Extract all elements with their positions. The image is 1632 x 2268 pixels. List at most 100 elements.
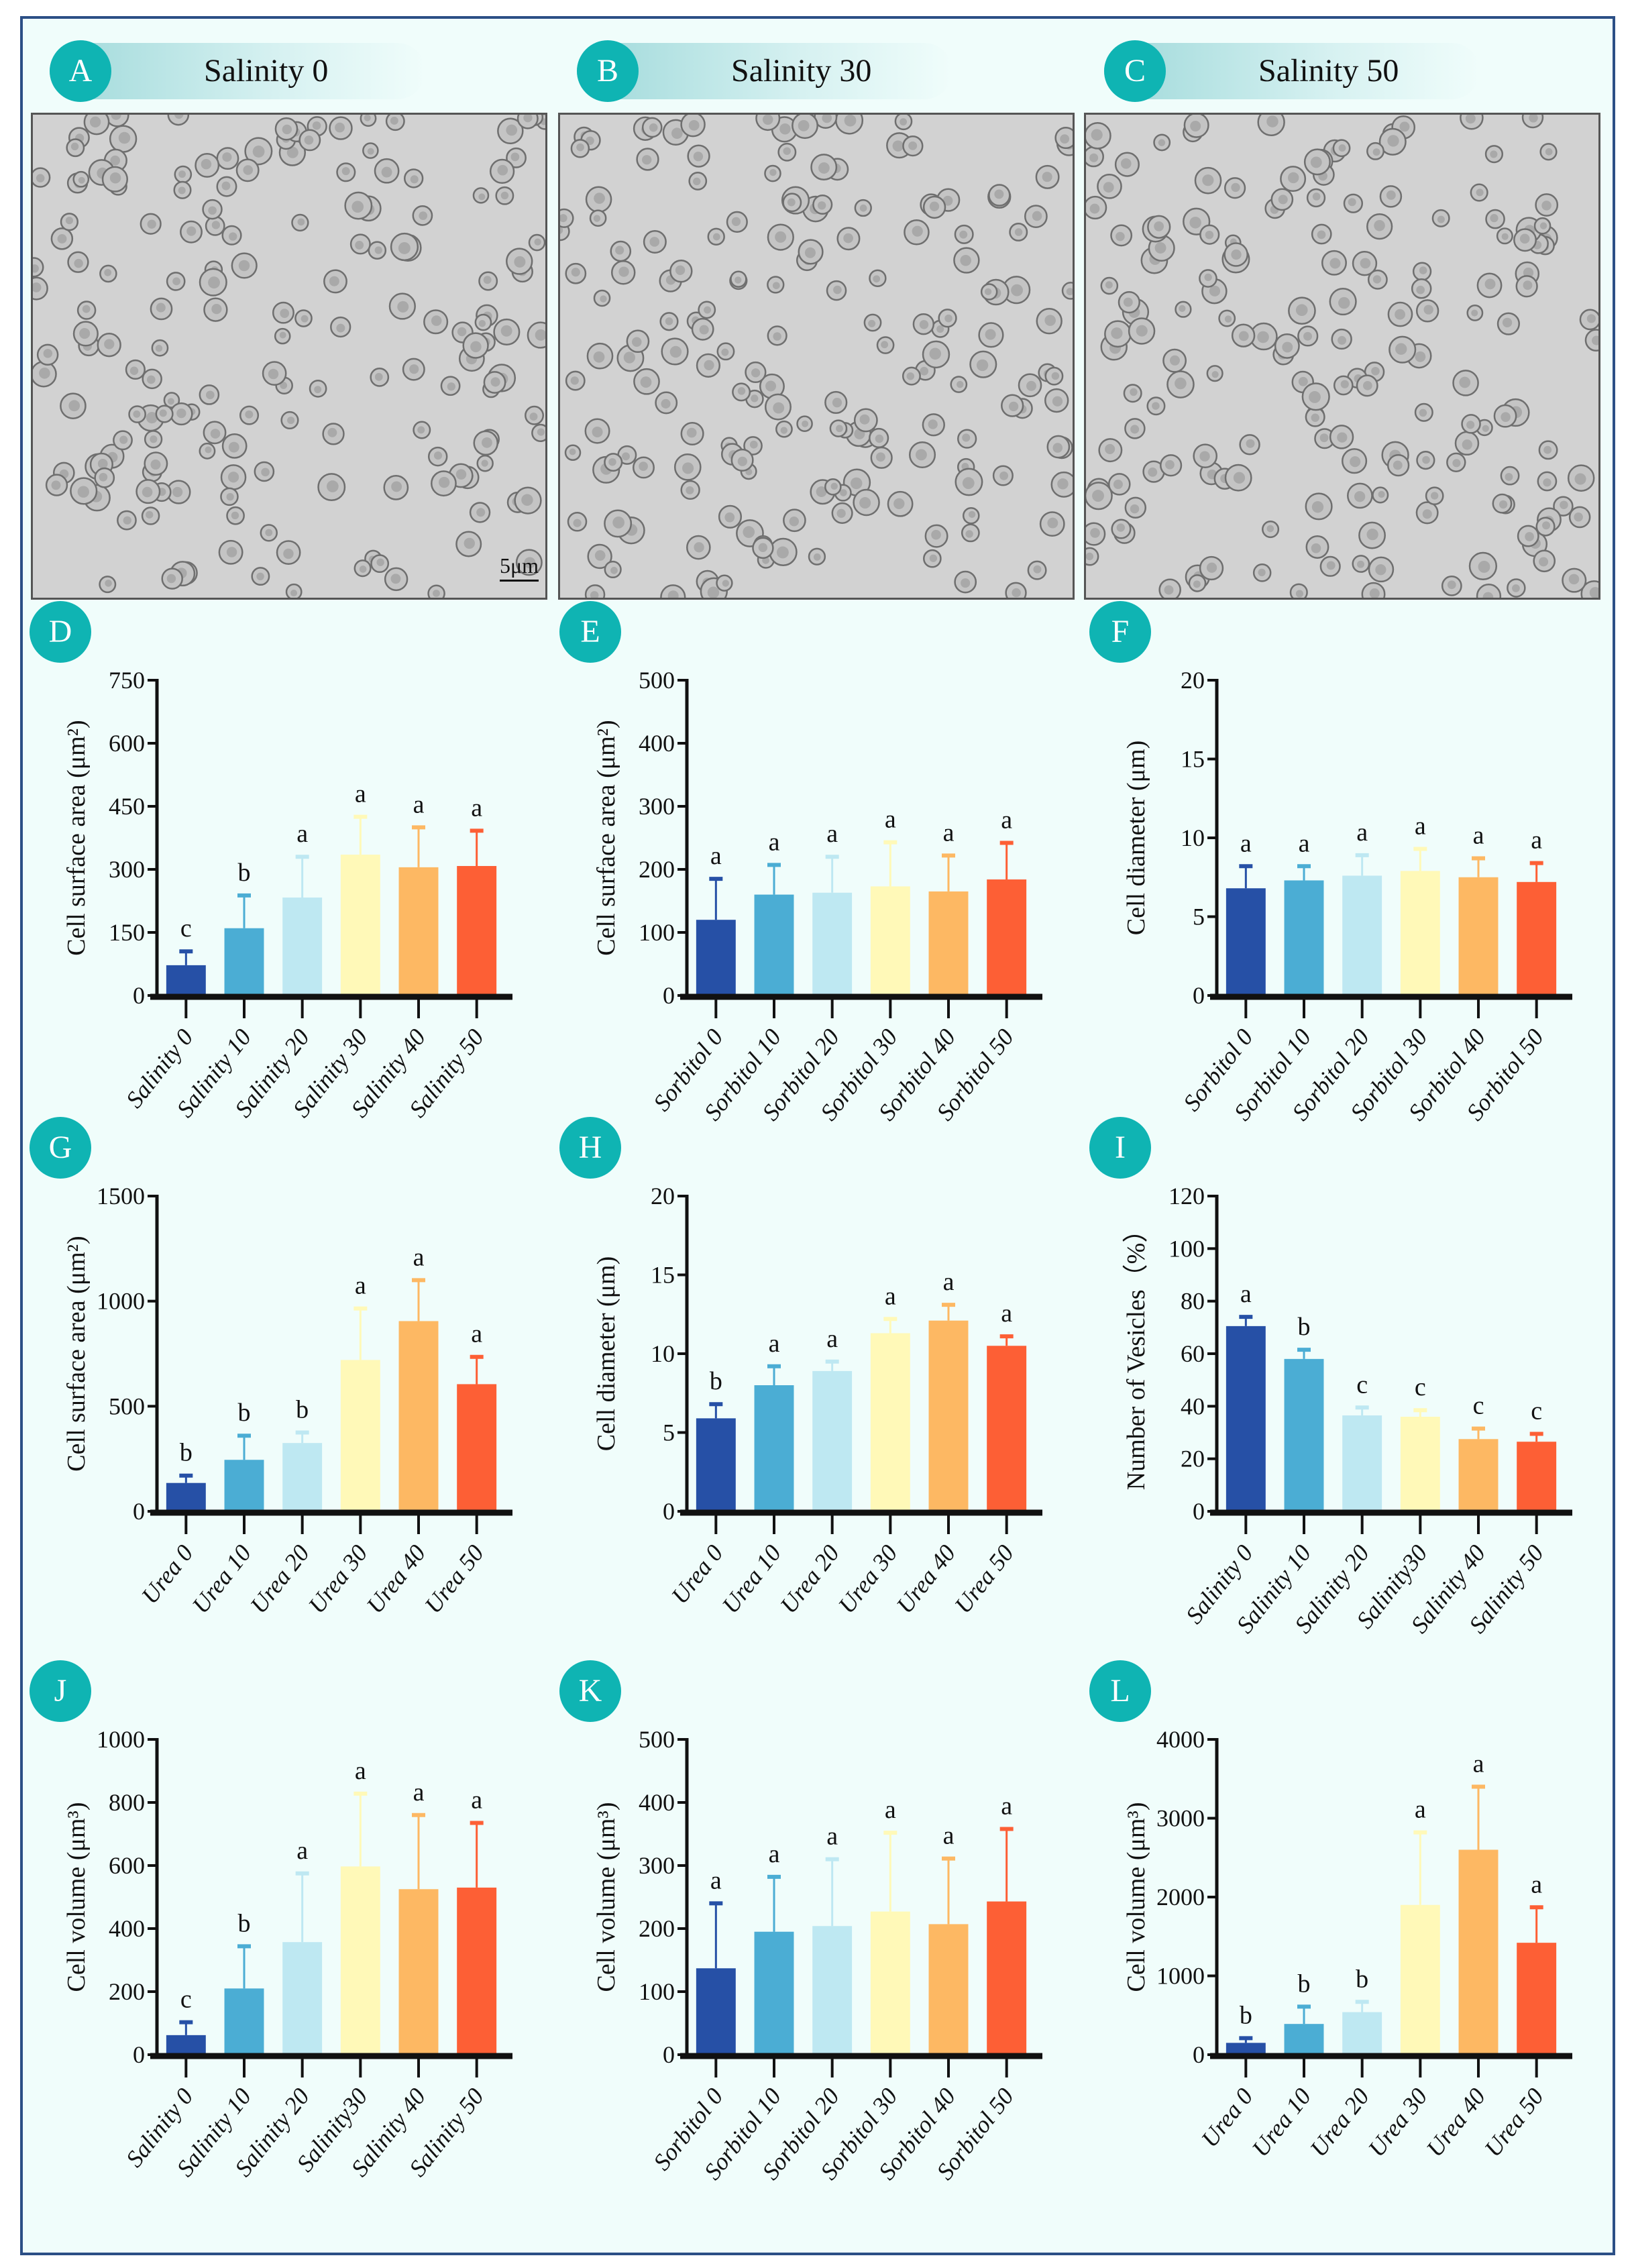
y-tick-label: 500 [639, 667, 675, 694]
significance-letter: a [355, 1757, 366, 1785]
cell-nucleus [769, 168, 777, 176]
cell-nucleus [876, 452, 885, 462]
cell-nucleus [1419, 266, 1427, 274]
y-tick-label: 40 [1181, 1393, 1205, 1419]
cell-nucleus [570, 376, 579, 385]
significance-letter: a [1240, 1280, 1252, 1308]
cell-nucleus [1519, 233, 1530, 244]
cell-nucleus [364, 115, 371, 121]
y-tick-label: 60 [1181, 1340, 1205, 1367]
y-axis-label: Cell surface area (μm²) [62, 1236, 91, 1471]
cell-nucleus [704, 306, 712, 314]
cell-nucleus [490, 377, 500, 387]
cell-nucleus [208, 206, 217, 215]
significance-letter: a [885, 806, 896, 834]
cell-nucleus [1422, 509, 1432, 519]
cell-nucleus [227, 472, 239, 483]
cell-nucleus [1103, 182, 1114, 193]
cell-nucleus [1369, 588, 1380, 598]
cell-nucleus [1366, 529, 1378, 541]
cell-nucleus [301, 315, 309, 323]
cell-nucleus [521, 494, 533, 506]
cell-nucleus [608, 457, 616, 466]
significance-letter: b [238, 859, 251, 887]
cell-nucleus [104, 339, 115, 349]
significance-letter: b [710, 1367, 722, 1395]
cell-nucleus [367, 148, 374, 155]
bar [1517, 881, 1557, 995]
cell-nucleus [146, 412, 158, 424]
cell-nucleus [661, 398, 671, 409]
cell-nucleus [593, 215, 601, 222]
image-header-c: Salinity 50 [1104, 43, 1480, 99]
cell-nucleus [1164, 585, 1174, 595]
cell-nucleus [724, 512, 735, 523]
bar [457, 1384, 497, 1511]
cell-nucleus [1295, 590, 1303, 598]
cell-nucleus [929, 347, 942, 360]
x-tick-label: Urea 50 [949, 1540, 1019, 1618]
cell-nucleus [892, 140, 904, 152]
x-tick-label: Urea 20 [775, 1540, 845, 1618]
y-tick-label: 10 [651, 1340, 675, 1367]
cell-nucleus [592, 426, 603, 437]
cell-nucleus [1505, 473, 1513, 481]
bar [754, 1385, 794, 1511]
bar [340, 855, 380, 995]
figure-frame: Salinity 0 Salinity 30 Salinity 50 A B C… [20, 16, 1615, 2255]
significance-letter: b [238, 1399, 251, 1427]
bar [398, 1889, 439, 2055]
cell-nucleus [632, 337, 642, 347]
cell-nucleus [1422, 455, 1430, 464]
cell-nucleus [1312, 193, 1321, 201]
cell-nucleus [150, 460, 161, 470]
cell-nucleus [965, 530, 973, 538]
cell-nucleus [33, 282, 42, 292]
cell-nucleus [82, 305, 91, 313]
cell-nucleus [381, 166, 392, 178]
y-tick-label: 100 [1168, 1235, 1205, 1262]
cell-nucleus [500, 191, 509, 200]
cell-nucleus [211, 221, 221, 229]
significance-letter: a [471, 1320, 482, 1348]
cell-nucleus [329, 276, 339, 286]
cell-nucleus [1337, 432, 1348, 443]
cell-nucleus [1362, 380, 1372, 390]
significance-letter: c [1415, 1373, 1426, 1401]
cell-nucleus [618, 266, 629, 277]
x-tick-label: Urea 30 [833, 1540, 903, 1618]
cell-nucleus [1543, 478, 1552, 487]
micrograph-cells [33, 115, 545, 598]
significance-letter: b [180, 1439, 193, 1467]
significance-letter: a [296, 1837, 308, 1865]
y-axis-label: Cell diameter (μm) [592, 1256, 620, 1452]
y-tick-label: 800 [109, 1789, 145, 1816]
cell-nucleus [931, 529, 941, 540]
cell-nucleus [1202, 174, 1214, 186]
cell-nucleus [210, 429, 221, 439]
bar [398, 1321, 439, 1511]
cell-nucleus [1466, 421, 1475, 429]
cell-nucleus [569, 448, 576, 455]
cell-nucleus [33, 264, 39, 273]
cell-nucleus [859, 414, 870, 425]
image-header-b: Salinity 30 [577, 43, 953, 99]
panel-badge-f: F [1089, 601, 1151, 663]
cell-nucleus [1105, 281, 1113, 289]
cell-nucleus [1393, 460, 1403, 470]
micrograph-cells [1086, 115, 1598, 598]
cell-nucleus [1386, 190, 1396, 200]
bar [1517, 1943, 1557, 2055]
cell-nucleus [1501, 412, 1511, 422]
cell-nucleus [919, 320, 929, 329]
cell-nucleus [1051, 372, 1060, 380]
y-tick-label: 80 [1181, 1288, 1205, 1315]
x-tick-label: Urea 10 [186, 1540, 256, 1618]
bar [166, 1482, 206, 1511]
cell-nucleus [111, 115, 121, 120]
bar [1226, 1326, 1266, 1511]
bar [1400, 1904, 1440, 2055]
cell-nucleus [751, 368, 761, 378]
